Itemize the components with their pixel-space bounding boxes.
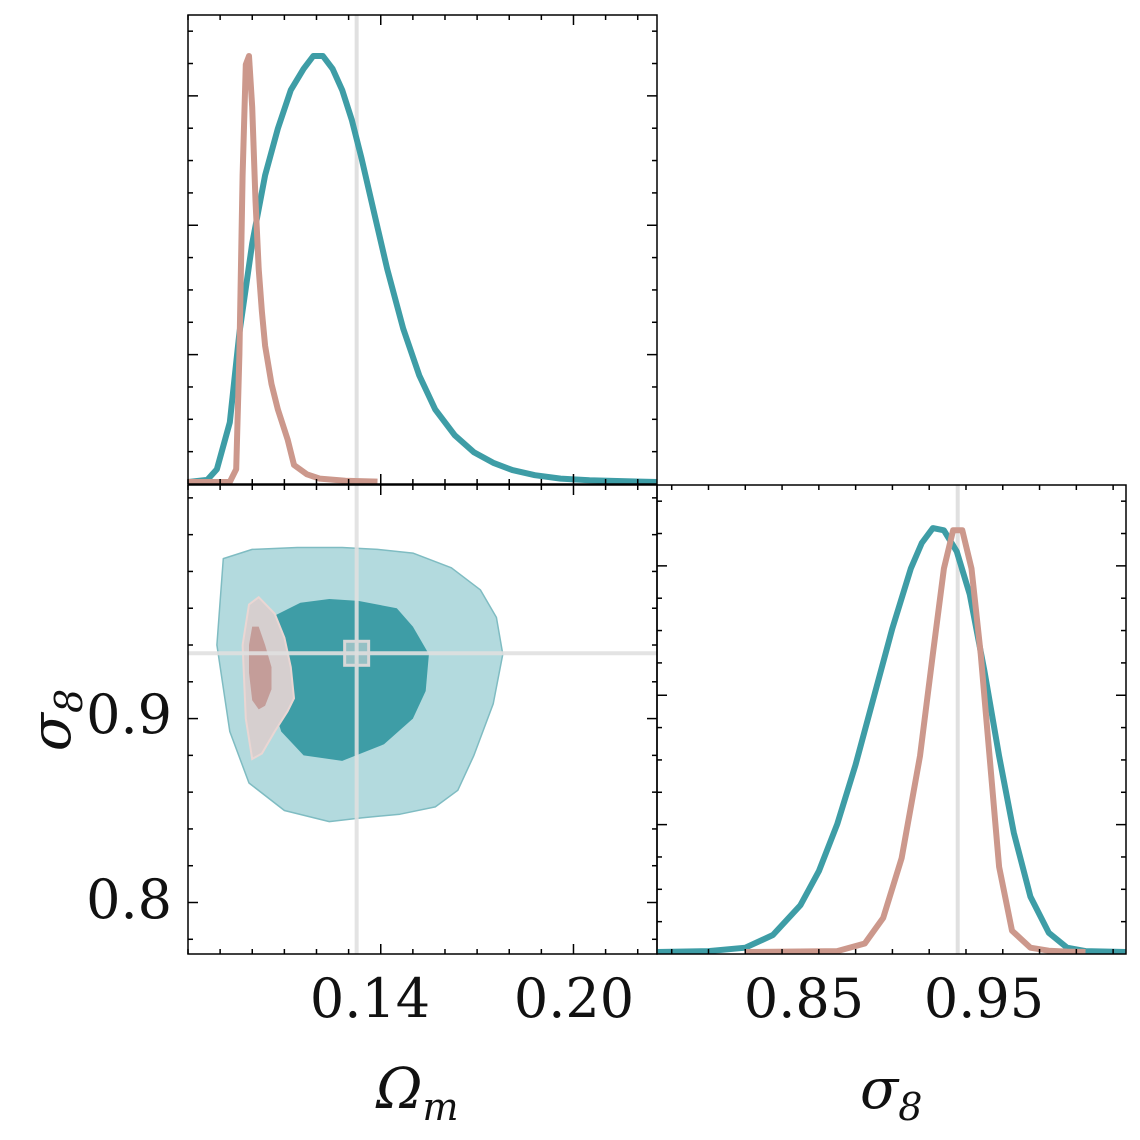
x-tick-label-sigma-0: 0.85 (744, 967, 864, 1030)
joint-contour-panel (187, 484, 658, 955)
omega-pdf-series-1 (188, 53, 378, 484)
x-tick-label-omega-1: 0.20 (514, 967, 634, 1030)
sigma-8-pdf-panel (656, 484, 1127, 955)
omega-pdf-series-0 (188, 53, 657, 484)
y-axis-label-sigma-8: σ8 (19, 689, 91, 751)
truth-marker (343, 639, 371, 667)
panel-frame-0 (187, 14, 658, 485)
sigma-pdf-series-1 (745, 527, 1086, 954)
contour-68-series-1 (249, 626, 272, 710)
x-axis-label-sigma-8: σ8 (860, 1057, 922, 1129)
y-tick-label-sigma-0: 0.8 (86, 868, 172, 931)
x-tick-label-sigma-1: 0.95 (924, 967, 1044, 1030)
omega-m-pdf-panel (187, 14, 658, 485)
panel-frame-2 (656, 484, 1127, 955)
x-tick-label-omega-0: 0.14 (310, 967, 430, 1030)
x-axis-label-omega-m: Ωm (375, 1057, 458, 1129)
y-tick-label-sigma-1: 0.9 (86, 683, 172, 746)
sigma-pdf-series-0 (657, 525, 1126, 954)
contour-68-series-0 (268, 599, 429, 761)
